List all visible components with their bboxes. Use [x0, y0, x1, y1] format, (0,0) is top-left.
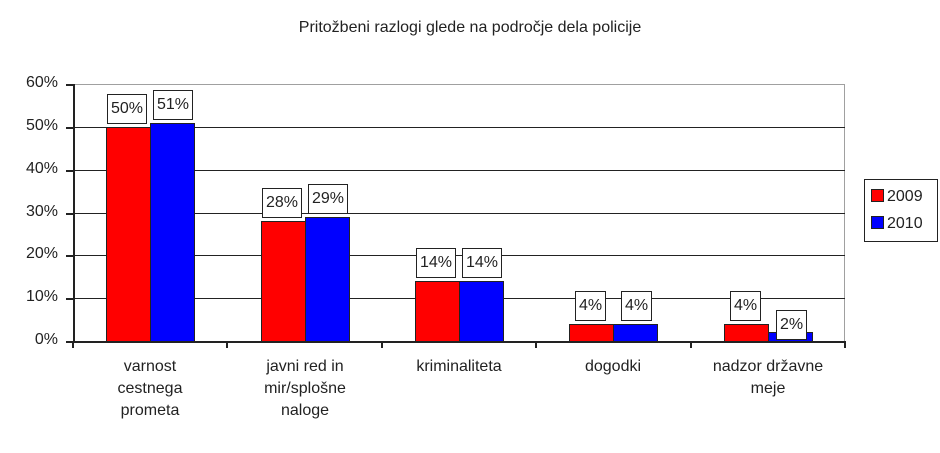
bar-2010 — [305, 217, 350, 342]
x-tick-label: dogodki — [584, 358, 642, 375]
data-label: 4% — [730, 291, 762, 321]
gridline — [73, 170, 845, 171]
bar-2010 — [613, 324, 658, 342]
x-tick-label: nadzor državne meje — [712, 358, 824, 397]
bar-2009 — [106, 127, 151, 342]
data-label: 4% — [621, 291, 653, 321]
x-tick — [72, 341, 74, 348]
legend-swatch-2010 — [871, 216, 884, 229]
x-tick-label: kriminaliteta — [416, 358, 502, 375]
gridline — [73, 255, 845, 256]
x-tick — [381, 341, 383, 348]
chart-title: Pritožbeni razlogi glede na področje del… — [298, 19, 642, 36]
bar-2010 — [459, 281, 504, 342]
gridline — [73, 213, 845, 214]
data-label: 14% — [462, 248, 503, 278]
data-label: 29% — [308, 184, 349, 214]
y-tick-label: 50% — [25, 117, 58, 134]
y-tick-label: 10% — [25, 288, 58, 305]
data-label: 14% — [416, 248, 457, 278]
y-tick-label: 60% — [25, 74, 58, 91]
data-label: 28% — [262, 188, 303, 218]
legend-swatch-2009 — [871, 189, 884, 202]
x-tick — [844, 341, 846, 348]
y-tick — [66, 298, 74, 300]
plot-area — [73, 84, 845, 341]
y-tick-label: 30% — [25, 203, 58, 220]
legend-item-2010: 2010 — [871, 215, 923, 233]
legend-label: 2009 — [887, 188, 923, 205]
legend: 2009 2010 — [864, 179, 938, 242]
data-label: 51% — [153, 90, 194, 120]
y-tick — [66, 213, 74, 215]
legend-label: 2010 — [887, 215, 923, 232]
x-tick — [535, 341, 537, 348]
data-label: 50% — [107, 94, 148, 124]
y-tick-label: 40% — [25, 160, 58, 177]
y-tick — [66, 170, 74, 172]
bar-2009 — [724, 324, 769, 342]
x-tick — [226, 341, 228, 348]
bar-2009 — [261, 221, 306, 342]
x-tick — [690, 341, 692, 348]
x-tick-label: javni red in mir/splošne naloge — [264, 358, 346, 419]
y-axis — [73, 84, 75, 342]
y-tick-label: 0% — [34, 331, 58, 348]
bar-2009 — [415, 281, 460, 342]
x-tick-label: varnost cestnega prometa — [117, 358, 183, 419]
y-tick-label: 20% — [25, 245, 58, 262]
gridline — [73, 127, 845, 128]
y-tick — [66, 341, 74, 343]
data-label: 2% — [776, 310, 808, 340]
legend-item-2009: 2009 — [871, 188, 923, 206]
bar-2010 — [150, 123, 195, 342]
bar-2009 — [569, 324, 614, 342]
y-tick — [66, 255, 74, 257]
data-label: 4% — [575, 291, 607, 321]
y-tick — [66, 127, 74, 129]
x-axis — [73, 341, 846, 343]
y-tick — [66, 84, 74, 86]
